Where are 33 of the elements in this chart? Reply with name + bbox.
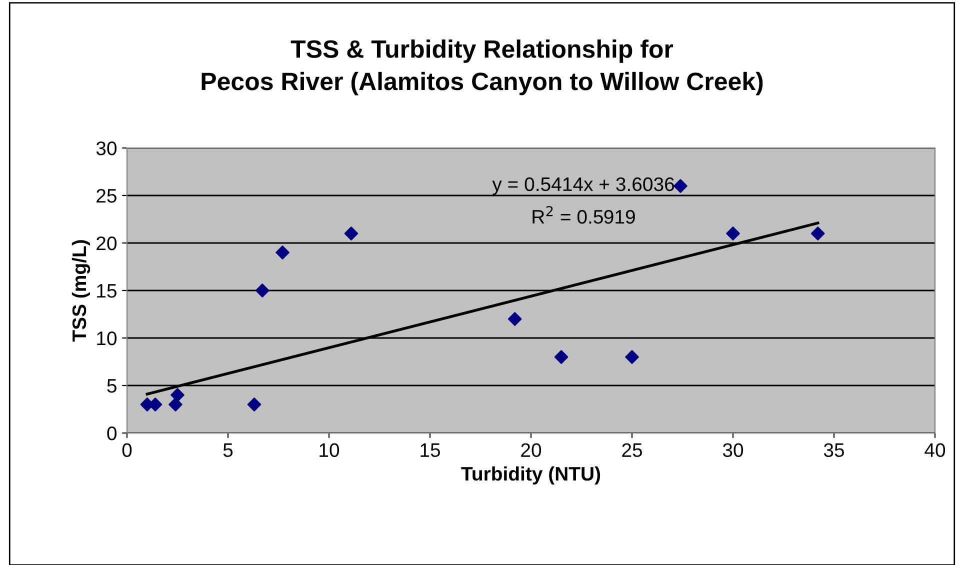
y-tick-label: 20	[96, 236, 117, 250]
x-tick-label: 40	[924, 443, 946, 458]
point	[247, 398, 262, 412]
point	[170, 388, 184, 402]
point	[508, 312, 522, 326]
point	[674, 179, 688, 193]
x-tick-label: 20	[521, 443, 542, 458]
x-tick-label: 10	[320, 443, 340, 458]
y-tick-label: 5	[107, 379, 116, 393]
chart-title: TSS & Turbidity Relationship for Pecos River (Alamitos Canyon to Willow Creek)	[202, 40, 763, 96]
x-tick-label: 35	[824, 443, 844, 458]
y-tick-label: 30	[96, 141, 117, 156]
y-axis-title: TSS (mg/L)	[72, 240, 90, 342]
point	[810, 226, 825, 240]
point	[344, 226, 358, 240]
point	[554, 350, 568, 364]
x-tick-label: 5	[223, 443, 233, 458]
x-tick-label: 15	[420, 443, 440, 458]
point	[726, 226, 740, 240]
point	[255, 284, 270, 298]
y-tick-label: 15	[97, 284, 116, 298]
x-tick-label: 30	[722, 443, 744, 458]
annotation: y = 0.5414x + 3.6036	[492, 177, 674, 195]
x-tick-label: 25	[622, 443, 642, 458]
y-tick-label: 0	[107, 426, 117, 440]
x-tick-label: 0	[122, 443, 132, 458]
y-tick-label: 10	[97, 331, 117, 346]
point	[168, 398, 182, 412]
point	[276, 246, 290, 260]
annotation: R$^{2}$ = 0.5919	[532, 206, 635, 224]
x-axis-title: Turbidity (NTU)	[461, 466, 600, 485]
point	[625, 350, 639, 364]
y-tick-label: 25	[96, 188, 116, 203]
